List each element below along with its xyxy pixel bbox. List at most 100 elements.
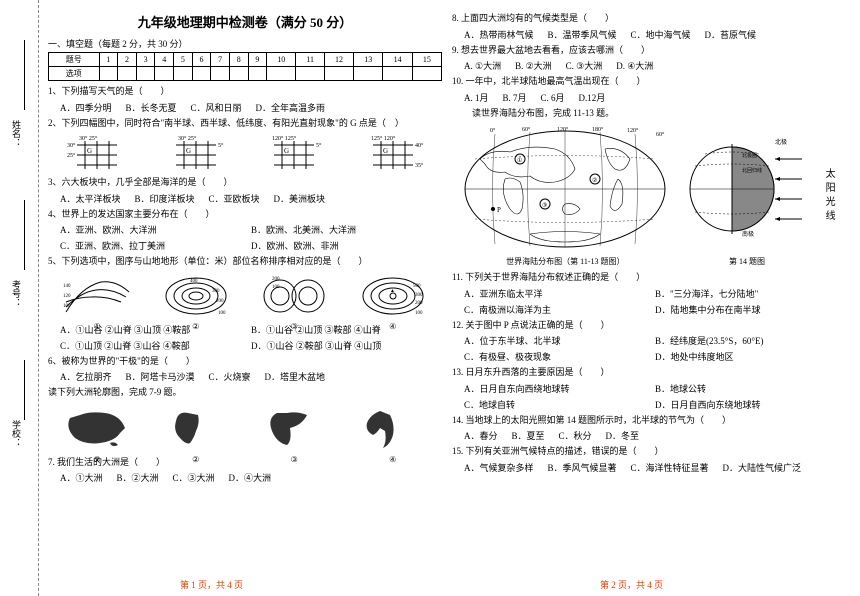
svg-text:60°: 60° bbox=[522, 126, 531, 133]
svg-text:▲: ▲ bbox=[390, 289, 395, 294]
q10: 10. 一年中，北半球陆地最高气温出现在（ ） bbox=[452, 75, 846, 89]
q5: 5、下列选项中，图序与山地地形（单位：米）部位名称排序相对应的是（ ） bbox=[48, 255, 442, 269]
q10-options: A. 1月B. 7月C. 6月D.12月 bbox=[464, 91, 846, 104]
q14: 14. 当地球上的太阳光照如第 14 题图所示时，北半球的节气为（ ） bbox=[452, 414, 846, 428]
q6: 6、被称为世界的"干极"的是（ ） bbox=[48, 355, 442, 369]
svg-text:G: G bbox=[87, 147, 92, 155]
svg-text:120°: 120° bbox=[557, 126, 569, 133]
svg-text:30° 25°: 30° 25° bbox=[178, 135, 197, 142]
svg-text:125° 120°: 125° 120° bbox=[371, 135, 396, 142]
svg-text:5°: 5° bbox=[316, 142, 322, 149]
q4-options-2: C．亚洲、欧洲、拉丁美洲D．欧洲、欧洲、非洲 bbox=[60, 239, 442, 252]
section-1-header: 一、填空题（每题 2 分，共 30 分） bbox=[48, 37, 442, 50]
q3: 3、六大板块中，几乎全部是海洋的是（ ） bbox=[48, 176, 442, 190]
contour-2: 400300200100② bbox=[160, 272, 232, 320]
map-caption-2: 第 14 题图 bbox=[687, 256, 807, 267]
svg-text:300: 300 bbox=[212, 289, 220, 294]
q8: 8. 上面四大洲均有的气候类型是（ ） bbox=[452, 12, 846, 26]
q7-intro: 读下列大洲轮廓图，完成 7-9 题。 bbox=[48, 386, 442, 400]
q5-options-2: C．①山顶 ②山脊 ③山谷 ④鞍部D．①山谷 ②鞍部 ③山脊 ④山顶 bbox=[60, 339, 442, 352]
svg-text:35°: 35° bbox=[415, 162, 423, 169]
grid-diagram-4: 125° 120° 40° 35° G bbox=[363, 133, 423, 173]
svg-text:200: 200 bbox=[272, 277, 280, 282]
svg-text:②: ② bbox=[592, 177, 597, 184]
grid-diagram-2: 30° 25°5°G bbox=[166, 133, 226, 173]
q5-diagrams: 140120100① 400300200100② 200100③ ▲500300… bbox=[48, 272, 442, 320]
svg-text:北极圈: 北极圈 bbox=[742, 152, 757, 159]
svg-text:180°: 180° bbox=[592, 126, 604, 133]
svg-text:100: 100 bbox=[63, 304, 71, 309]
id-line bbox=[24, 200, 25, 270]
map-caption-1: 世界海陆分布图（第 11-13 题图） bbox=[460, 256, 670, 267]
svg-text:500: 500 bbox=[413, 284, 421, 289]
school-line bbox=[24, 360, 25, 420]
svg-text:200: 200 bbox=[216, 299, 224, 304]
footer-page-2: 第 2 页，共 4 页 bbox=[600, 578, 663, 591]
q13-options-2: C．地球自转D．日月自西向东绕地球转 bbox=[464, 398, 846, 411]
q1: 1、下列描写天气的是（ ） bbox=[48, 85, 442, 99]
svg-text:5°: 5° bbox=[218, 142, 224, 149]
svg-text:③: ③ bbox=[542, 202, 547, 209]
q11-options-2: C．南极洲以海洋为主D．陆地集中分布在南半球 bbox=[464, 303, 846, 316]
continent-4: ④ bbox=[355, 403, 430, 453]
table-row: 选项 bbox=[49, 67, 442, 81]
globe-diagram: 北极 北极圈 北回归线 南极 bbox=[687, 124, 807, 254]
svg-text:200: 200 bbox=[415, 301, 423, 306]
row-label: 选项 bbox=[49, 67, 100, 81]
q5-options: A．①山谷 ②山脊 ③山顶 ④鞍部B．①山谷 ②山顶 ③鞍部 ④山脊 bbox=[60, 323, 442, 336]
q1-options: A．四季分明B．长冬无夏C．风和日丽D．全年高温多雨 bbox=[60, 101, 442, 114]
svg-text:120°: 120° bbox=[627, 127, 639, 134]
row-label: 题号 bbox=[49, 53, 100, 67]
q2: 2、下列四幅图中，同时符合"南半球、西半球、低纬度、有阳光直射现象"的 G 点是… bbox=[48, 117, 442, 131]
sun-rays-label: 太阳光线 bbox=[824, 168, 838, 224]
continent-3: ③ bbox=[257, 403, 332, 453]
continent-1: ① bbox=[60, 403, 135, 453]
grid-diagram-1: 30° 25°30° 25° G bbox=[67, 133, 127, 173]
contour-1: 140120100① bbox=[61, 272, 133, 320]
svg-text:北回归线: 北回归线 bbox=[742, 167, 762, 174]
svg-text:40°: 40° bbox=[415, 142, 423, 149]
q12-options-2: C．有极昼、极夜现象D．地处中纬度地区 bbox=[464, 350, 846, 363]
q3-options: A．太平洋板块B．印度洋板块C．亚欧板块D．美洲板块 bbox=[60, 192, 442, 205]
svg-text:100: 100 bbox=[218, 311, 226, 316]
world-map-block: 0°60°120°180°120°60° ① ② ③ P 世界海陆分布图（第 1… bbox=[460, 124, 670, 267]
svg-text:100: 100 bbox=[415, 311, 423, 316]
q8-options: A．热带雨林气候B．温带季风气候C．地中海气候D．苔原气候 bbox=[464, 28, 846, 41]
contour-4: ▲500300200100④ bbox=[357, 272, 429, 320]
map-intro: 读世界海陆分布图，完成 11-13 题。 bbox=[472, 107, 846, 121]
svg-text:400: 400 bbox=[190, 279, 198, 284]
q11-options: A．亚洲东临太平洋B．"三分海洋，七分陆地" bbox=[464, 287, 846, 300]
q7-options: A．①大洲B．②大洲C．③大洲D．④大洲 bbox=[60, 471, 442, 484]
name-label: 姓名： bbox=[10, 120, 23, 147]
svg-text:120: 120 bbox=[63, 294, 71, 299]
q13: 13. 日月东升西落的主要原因是（ ） bbox=[452, 366, 846, 380]
q2-diagrams: 30° 25°30°25°G 30° 25°5°G 120° 125°5°G 1… bbox=[48, 133, 442, 173]
q14-options: A．春分B．夏至C．秋分D．冬至 bbox=[464, 429, 846, 442]
q11: 11. 下列关于世界海陆分布叙述正确的是（ ） bbox=[452, 271, 846, 285]
svg-text:G: G bbox=[284, 147, 289, 155]
binding-line bbox=[38, 0, 39, 596]
svg-text:300: 300 bbox=[415, 293, 423, 298]
exam-title: 九年级地理期中检测卷（满分 50 分） bbox=[48, 12, 442, 31]
svg-text:100: 100 bbox=[272, 285, 280, 290]
id-label: 考号： bbox=[10, 280, 23, 307]
q12-options: A．位于东半球、北半球B．经纬度是(23.5°S，60°E) bbox=[464, 334, 846, 347]
q9: 9. 想去世界最大盆地去看看，应该去哪洲（ ） bbox=[452, 44, 846, 58]
svg-text:30°: 30° bbox=[67, 142, 76, 149]
svg-text:G: G bbox=[383, 147, 388, 155]
maps-row: 0°60°120°180°120°60° ① ② ③ P 世界海陆分布图（第 1… bbox=[452, 124, 846, 267]
globe-block: 北极 北极圈 北回归线 南极 第 14 题图 bbox=[687, 124, 807, 267]
svg-text:0°: 0° bbox=[490, 127, 496, 134]
q9-options: A. ①大洲B. ②大洲C. ③大洲D. ④大洲 bbox=[464, 59, 846, 72]
svg-text:25°: 25° bbox=[67, 152, 76, 159]
world-map: 0°60°120°180°120°60° ① ② ③ P bbox=[460, 124, 670, 254]
q4-options: A．亚洲、欧洲、大洋洲B．欧洲、北美洲、大洋洲 bbox=[60, 223, 442, 236]
svg-text:南极: 南极 bbox=[742, 230, 754, 238]
page-1: 九年级地理期中检测卷（满分 50 分） 一、填空题（每题 2 分，共 30 分）… bbox=[40, 12, 450, 487]
q13-options: A．日月自东向西绕地球转B．地球公转 bbox=[464, 382, 846, 395]
q12: 12. 关于图中 P 点说法正确的是（ ） bbox=[452, 319, 846, 333]
svg-text:140: 140 bbox=[63, 284, 71, 289]
svg-text:P: P bbox=[497, 206, 501, 214]
svg-text:①: ① bbox=[517, 157, 522, 164]
svg-text:30° 25°: 30° 25° bbox=[79, 135, 98, 142]
